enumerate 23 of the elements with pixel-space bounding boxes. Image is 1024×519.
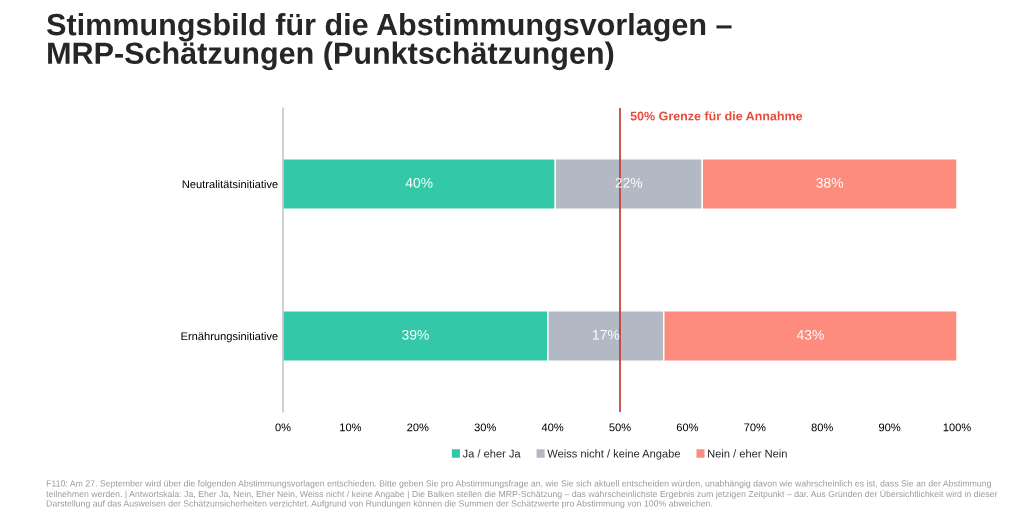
ref-line-label: 50% Grenze für die Annahme (630, 111, 803, 121)
data-label: 40% (405, 177, 433, 188)
data-label: 43% (796, 329, 824, 340)
y-tick-label: Ernährungsinitiative (181, 331, 278, 343)
text: F110: Am 27. September wird über die folgenden Abstimmungsvorlagen entschieden. Bitte geben Sie pro Abstimmungsfrage an, wie Sie sich aktuell entscheiden würden, unabhängig davon wie wahrscheinlich es ist, dass Sie an der Abstimmung teilnehmen werden. | Antwortskala: Ja, Eher Ja, Nein, Eher Nein, Weiss nicht / keine Angabe | Die Balken stellen die MRP-Schätzung – das wahrscheinlichste Ergebnis zum jetzigen Zeitpunkt – dar. Aus Gründen der Übersichtlichkeit wird in dieser Darstellung auf das Ausweisen der Schätzunsicherheiten verzichtet. Aufgrund von Rundungen können die Summen der Schätzwerte pro Abstimmung von 100% abweichen. (46, 480, 998, 509)
legend-label: Weiss nicht / keine Angabe (547, 449, 680, 460)
x-tick-label: 60% (676, 423, 699, 432)
legend-label: Nein / eher Nein (708, 449, 787, 458)
data-label: 38% (816, 177, 844, 188)
x-tick-label: 80% (811, 423, 833, 432)
data-label: 39% (402, 329, 429, 340)
x-tick-label: 10% (340, 423, 362, 432)
y-tick-label: Neutralitätsinitiative (182, 179, 278, 189)
x-tick-label: 0% (275, 423, 291, 432)
legend-label: Ja / eher Ja (462, 449, 521, 458)
x-tick-label: 30% (474, 423, 496, 432)
x-tick-label: 20% (407, 423, 429, 432)
x-tick-label: 50% (609, 423, 631, 432)
x-tick-label: 70% (744, 423, 766, 432)
x-tick-label: 100% (943, 423, 971, 432)
x-tick-label: 40% (541, 423, 564, 432)
x-tick-label: 90% (879, 423, 901, 432)
chart-title: Stimmungsbild für die Abstimmungsvorlagen – MRP-Schätzungen (Punktschätzungen) (46, 12, 732, 71)
